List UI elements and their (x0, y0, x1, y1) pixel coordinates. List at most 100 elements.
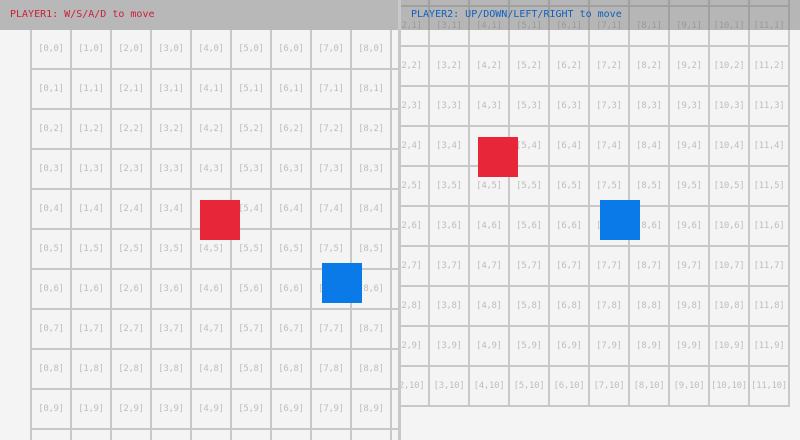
grid-cell: [7,10] (590, 367, 630, 407)
grid-cell: [2,7] (401, 247, 430, 287)
grid-cell: [2,9] (401, 327, 430, 367)
grid-cell: [2,3] (401, 87, 430, 127)
grid-cell: [10,8] (710, 287, 750, 327)
grid-cell: [6,2] (550, 47, 590, 87)
grid-cell: [6,0] (272, 30, 312, 70)
grid-cell: [4,6] (192, 270, 232, 310)
grid-cell: [4,6] (470, 207, 510, 247)
grid-cell (312, 430, 352, 440)
grid-cell: [7,8] (312, 350, 352, 390)
grid-cell: [11,3] (750, 87, 790, 127)
player2-controls-hint: PLAYER2: UP/DOWN/LEFT/RIGHT to move (401, 0, 800, 30)
grid-cell: [8,7] (352, 310, 392, 350)
grid-cell: [3,9] (152, 390, 192, 430)
grid-cell: [8,2] (352, 110, 392, 150)
grid-cell: [8,5] (352, 230, 392, 270)
grid-cell: [9,7] (392, 310, 398, 350)
grid-cell: [8,6] (630, 207, 670, 247)
grid-cell: [3,4] (430, 127, 470, 167)
grid-cell: [5,2] (232, 110, 272, 150)
grid-cell: [5,1] (232, 70, 272, 110)
grid-cell: [9,3] (670, 87, 710, 127)
grid-cell: [3,2] (430, 47, 470, 87)
grid-cell: [2,6] (401, 207, 430, 247)
grid-cell: [4,3] (470, 87, 510, 127)
grid-cell: [3,10] (430, 367, 470, 407)
grid-cell: [2,5] (401, 167, 430, 207)
grid-cell: [5,4] (510, 127, 550, 167)
grid-cell: [10,5] (710, 167, 750, 207)
grid-cell: [7,7] (312, 310, 352, 350)
grid-cell: [3,2] (152, 110, 192, 150)
grid-cell: [9,0] (392, 30, 398, 70)
grid-cell: [8,2] (630, 47, 670, 87)
grid-cell: [6,8] (550, 287, 590, 327)
player1-avatar (478, 137, 518, 177)
player1-avatar (200, 200, 240, 240)
grid-cell: [7,0] (312, 30, 352, 70)
grid-cell: [7,3] (312, 150, 352, 190)
grid-cell: [6,10] (550, 367, 590, 407)
grid-cell: [3,0] (152, 30, 192, 70)
grid-cell: [7,9] (312, 390, 352, 430)
grid-cell: [9,2] (670, 47, 710, 87)
grid-cell: [0,1] (32, 70, 72, 110)
grid-cell: [4,0] (192, 30, 232, 70)
grid-cell: [10,7] (710, 247, 750, 287)
grid-cell: [0,8] (32, 350, 72, 390)
grid-cell: [9,2] (392, 110, 398, 150)
grid-cell: [3,8] (152, 350, 192, 390)
grid-cell: [1,8] (72, 350, 112, 390)
grid-cell: [5,9] (510, 327, 550, 367)
grid-cell: [7,1] (312, 70, 352, 110)
grid-cell: [5,8] (510, 287, 550, 327)
grid-cell: [2,10] (401, 367, 430, 407)
grid-cell: [8,10] (630, 367, 670, 407)
grid-cell: [5,5] (510, 167, 550, 207)
grid-cell: [2,8] (401, 287, 430, 327)
grid-cell: [9,8] (392, 350, 398, 390)
grid-cell: [9,8] (670, 287, 710, 327)
grid-cell: [0,0] (32, 30, 72, 70)
grid-cell: [4,5] (192, 230, 232, 270)
grid-cell: [11,2] (750, 47, 790, 87)
grid-cell: [10,9] (710, 327, 750, 367)
grid-cell: [3,6] (152, 270, 192, 310)
grid-cell: [6,9] (550, 327, 590, 367)
grid-cell: [8,9] (352, 390, 392, 430)
grid-cell (232, 430, 272, 440)
player2-avatar (600, 200, 640, 240)
grid-cell: [3,5] (430, 167, 470, 207)
grid-cell: [3,5] (152, 230, 192, 270)
grid-cell: [9,9] (670, 327, 710, 367)
grid-cell: [2,2] (112, 110, 152, 150)
player2-viewport: [0,0][1,0][2,0][3,0][4,0][5,0][6,0][7,0]… (401, 0, 800, 440)
grid-cell: [11,6] (750, 207, 790, 247)
grid-cell: [0,2] (32, 110, 72, 150)
grid-cell (192, 430, 232, 440)
grid-cell: [5,6] (510, 207, 550, 247)
grid-cell: [5,9] (232, 390, 272, 430)
grid-cell: [2,8] (112, 350, 152, 390)
grid-cell: [0,7] (32, 310, 72, 350)
grid-cell: [6,7] (550, 247, 590, 287)
grid-cell: [2,6] (112, 270, 152, 310)
grid-cell: [6,7] (272, 310, 312, 350)
grid-cell: [1,7] (72, 310, 112, 350)
grid-cell: [5,8] (232, 350, 272, 390)
grid-cell: [4,5] (470, 167, 510, 207)
grid-cell: [8,6] (352, 270, 392, 310)
grid-cell: [1,6] (72, 270, 112, 310)
grid-cell: [1,1] (72, 70, 112, 110)
grid-cell: [2,5] (112, 230, 152, 270)
grid-cell: [7,8] (590, 287, 630, 327)
grid-cell: [8,8] (352, 350, 392, 390)
grid-cell: [8,9] (630, 327, 670, 367)
grid-cell: [2,0] (112, 30, 152, 70)
grid-cell: [6,8] (272, 350, 312, 390)
grid-cell (72, 430, 112, 440)
grid-cell (352, 430, 392, 440)
grid-cell: [0,4] (32, 190, 72, 230)
grid-cell: [9,6] (670, 207, 710, 247)
grid-cell: [4,1] (192, 70, 232, 110)
